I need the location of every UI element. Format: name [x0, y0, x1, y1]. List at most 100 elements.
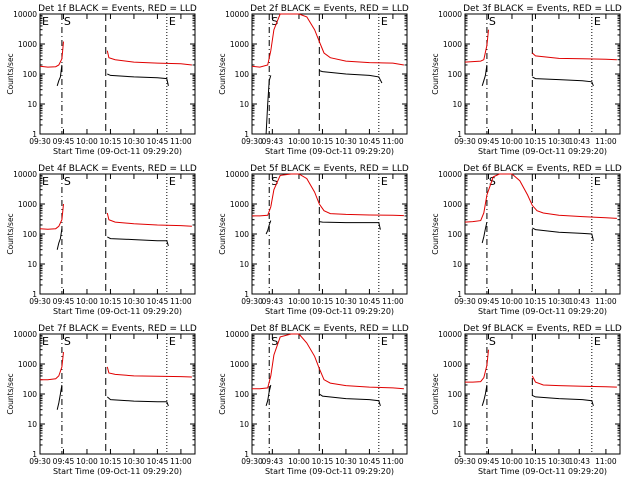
chart-title: Det 3f BLACK = Events, RED = LLD: [463, 4, 622, 14]
lld-series-line: [39, 41, 64, 68]
y-axis-label: Counts/sec: [431, 373, 440, 414]
y-tick-label: 1: [244, 450, 249, 459]
y-tick-label: 10000: [438, 170, 462, 179]
x-tick-label: 11:00: [170, 457, 192, 466]
lld-series-line: [106, 366, 192, 378]
x-tick-label: 09:30: [29, 457, 51, 466]
x-tick-label: 10:30: [335, 137, 357, 146]
y-tick-label: 1000: [230, 360, 249, 369]
y-tick-label: 10: [239, 260, 249, 269]
chart-panel-6: Det 6f BLACK = Events, RED = LLD 1 10 100 10…: [431, 164, 622, 316]
x-tick-label: 10:15: [525, 457, 547, 466]
x-tick-label: 11:00: [170, 137, 192, 146]
lld-series-line: [252, 333, 404, 390]
x-tick-label: 10:45: [359, 457, 381, 466]
x-axis-label: Start Time (09-Oct-11 09:29:20): [478, 307, 607, 316]
y-tick-label: 1000: [18, 40, 37, 49]
events-series-line: [319, 393, 381, 407]
x-axis-label: Start Time (09-Oct-11 09:29:20): [478, 467, 607, 476]
y-tick-label: 100: [235, 70, 250, 79]
x-tick-label: 10:45: [147, 457, 169, 466]
x-tick-label: 10:00: [76, 297, 98, 306]
y-tick-label: 1: [32, 450, 37, 459]
x-tick-label: 10:00: [76, 457, 98, 466]
y-tick-label: 1000: [230, 40, 249, 49]
marker-label: E: [594, 175, 601, 188]
lld-series-line: [531, 375, 617, 388]
y-tick-label: 10: [27, 420, 37, 429]
x-tick-label: 10:15: [525, 297, 547, 306]
events-series-line: [481, 384, 488, 407]
y-axis-label: Counts/sec: [218, 373, 227, 414]
x-tick-label: 10:43: [568, 297, 590, 306]
marker-label: E: [169, 335, 176, 348]
plot-frame: [251, 173, 408, 295]
x-tick-label: 10:30: [548, 137, 570, 146]
x-tick-label: 09:45: [478, 457, 500, 466]
x-tick-label: 09:43: [262, 457, 284, 466]
y-tick-label: 1000: [443, 40, 462, 49]
y-tick-label: 1000: [230, 200, 249, 209]
x-tick-label: 10:15: [312, 137, 334, 146]
lld-series-line: [251, 13, 404, 68]
x-tick-label: 10:00: [288, 137, 310, 146]
marker-label: E: [381, 335, 388, 348]
marker-label: E: [169, 15, 176, 28]
y-tick-label: 10000: [13, 10, 37, 19]
y-axis-label: Counts/sec: [431, 213, 440, 254]
marker-label: S: [489, 175, 496, 188]
chart-panel-2: Det 2f BLACK = Events, RED = LLD 1 10 100 10…: [218, 4, 409, 156]
x-tick-label: 10:30: [123, 297, 145, 306]
y-tick-label: 1000: [18, 200, 37, 209]
x-axis-label: Start Time (09-Oct-11 09:29:20): [53, 147, 182, 156]
x-tick-label: 10:30: [123, 137, 145, 146]
marker-label: E: [42, 175, 49, 188]
x-tick-label: 11:00: [595, 137, 617, 146]
x-tick-label: 10:00: [76, 137, 98, 146]
chart-panel-3: Det 3f BLACK = Events, RED = LLD 1 10 100 10…: [431, 4, 622, 156]
events-series-line: [265, 220, 272, 235]
marker-label: S: [489, 335, 496, 348]
chart-panel-7: Det 7f BLACK = Events, RED = LLD 1 10 100 10…: [6, 324, 197, 476]
chart-panel-9: Det 9f BLACK = Events, RED = LLD 1 10 100 10…: [431, 324, 622, 476]
y-tick-label: 10000: [13, 170, 37, 179]
chart-title: Det 1f BLACK = Events, RED = LLD: [38, 4, 197, 14]
chart-title: Det 2f BLACK = Events, RED = LLD: [250, 4, 409, 14]
marker-label: E: [169, 175, 176, 188]
lld-series-line: [464, 173, 617, 223]
chart-panel-1: Det 1f BLACK = Events, RED = LLD 1 10 100 10…: [6, 4, 197, 156]
marker-label: S: [271, 15, 278, 28]
marker-label: S: [64, 15, 71, 28]
lld-series-line: [39, 203, 64, 230]
chart-title: Det 8f BLACK = Events, RED = LLD: [250, 324, 409, 334]
x-tick-label: 10:45: [359, 297, 381, 306]
x-tick-label: 10:00: [501, 297, 523, 306]
x-axis-label: Start Time (09-Oct-11 09:29:20): [265, 147, 394, 156]
x-tick-label: 09:45: [53, 297, 75, 306]
x-tick-label: 11:00: [382, 137, 404, 146]
x-tick-label: 09:30: [454, 137, 476, 146]
plot-frame: [39, 333, 196, 455]
y-axis-label: Counts/sec: [6, 213, 15, 254]
chart-title: Det 9f BLACK = Events, RED = LLD: [463, 324, 622, 334]
y-tick-label: 100: [235, 230, 250, 239]
x-tick-label: 10:43: [568, 137, 590, 146]
y-tick-label: 10: [452, 420, 462, 429]
marker-label: S: [489, 15, 496, 28]
x-tick-label: 09:45: [478, 297, 500, 306]
y-tick-label: 1: [244, 290, 249, 299]
chart-panel-8: Det 8f BLACK = Events, RED = LLD 1 10 100 10…: [218, 324, 409, 476]
x-tick-label: 11:00: [382, 297, 404, 306]
plot-frame: [251, 13, 408, 135]
x-tick-label: 10:45: [147, 137, 169, 146]
x-tick-label: 09:30: [454, 457, 476, 466]
y-tick-label: 1: [32, 290, 37, 299]
y-tick-label: 1: [457, 290, 462, 299]
y-axis-label: Counts/sec: [218, 53, 227, 94]
x-tick-label: 11:00: [170, 297, 192, 306]
y-axis-label: Counts/sec: [6, 53, 15, 94]
x-tick-label: 10:45: [147, 297, 169, 306]
events-series-line: [107, 73, 169, 87]
events-series-line: [319, 221, 381, 230]
